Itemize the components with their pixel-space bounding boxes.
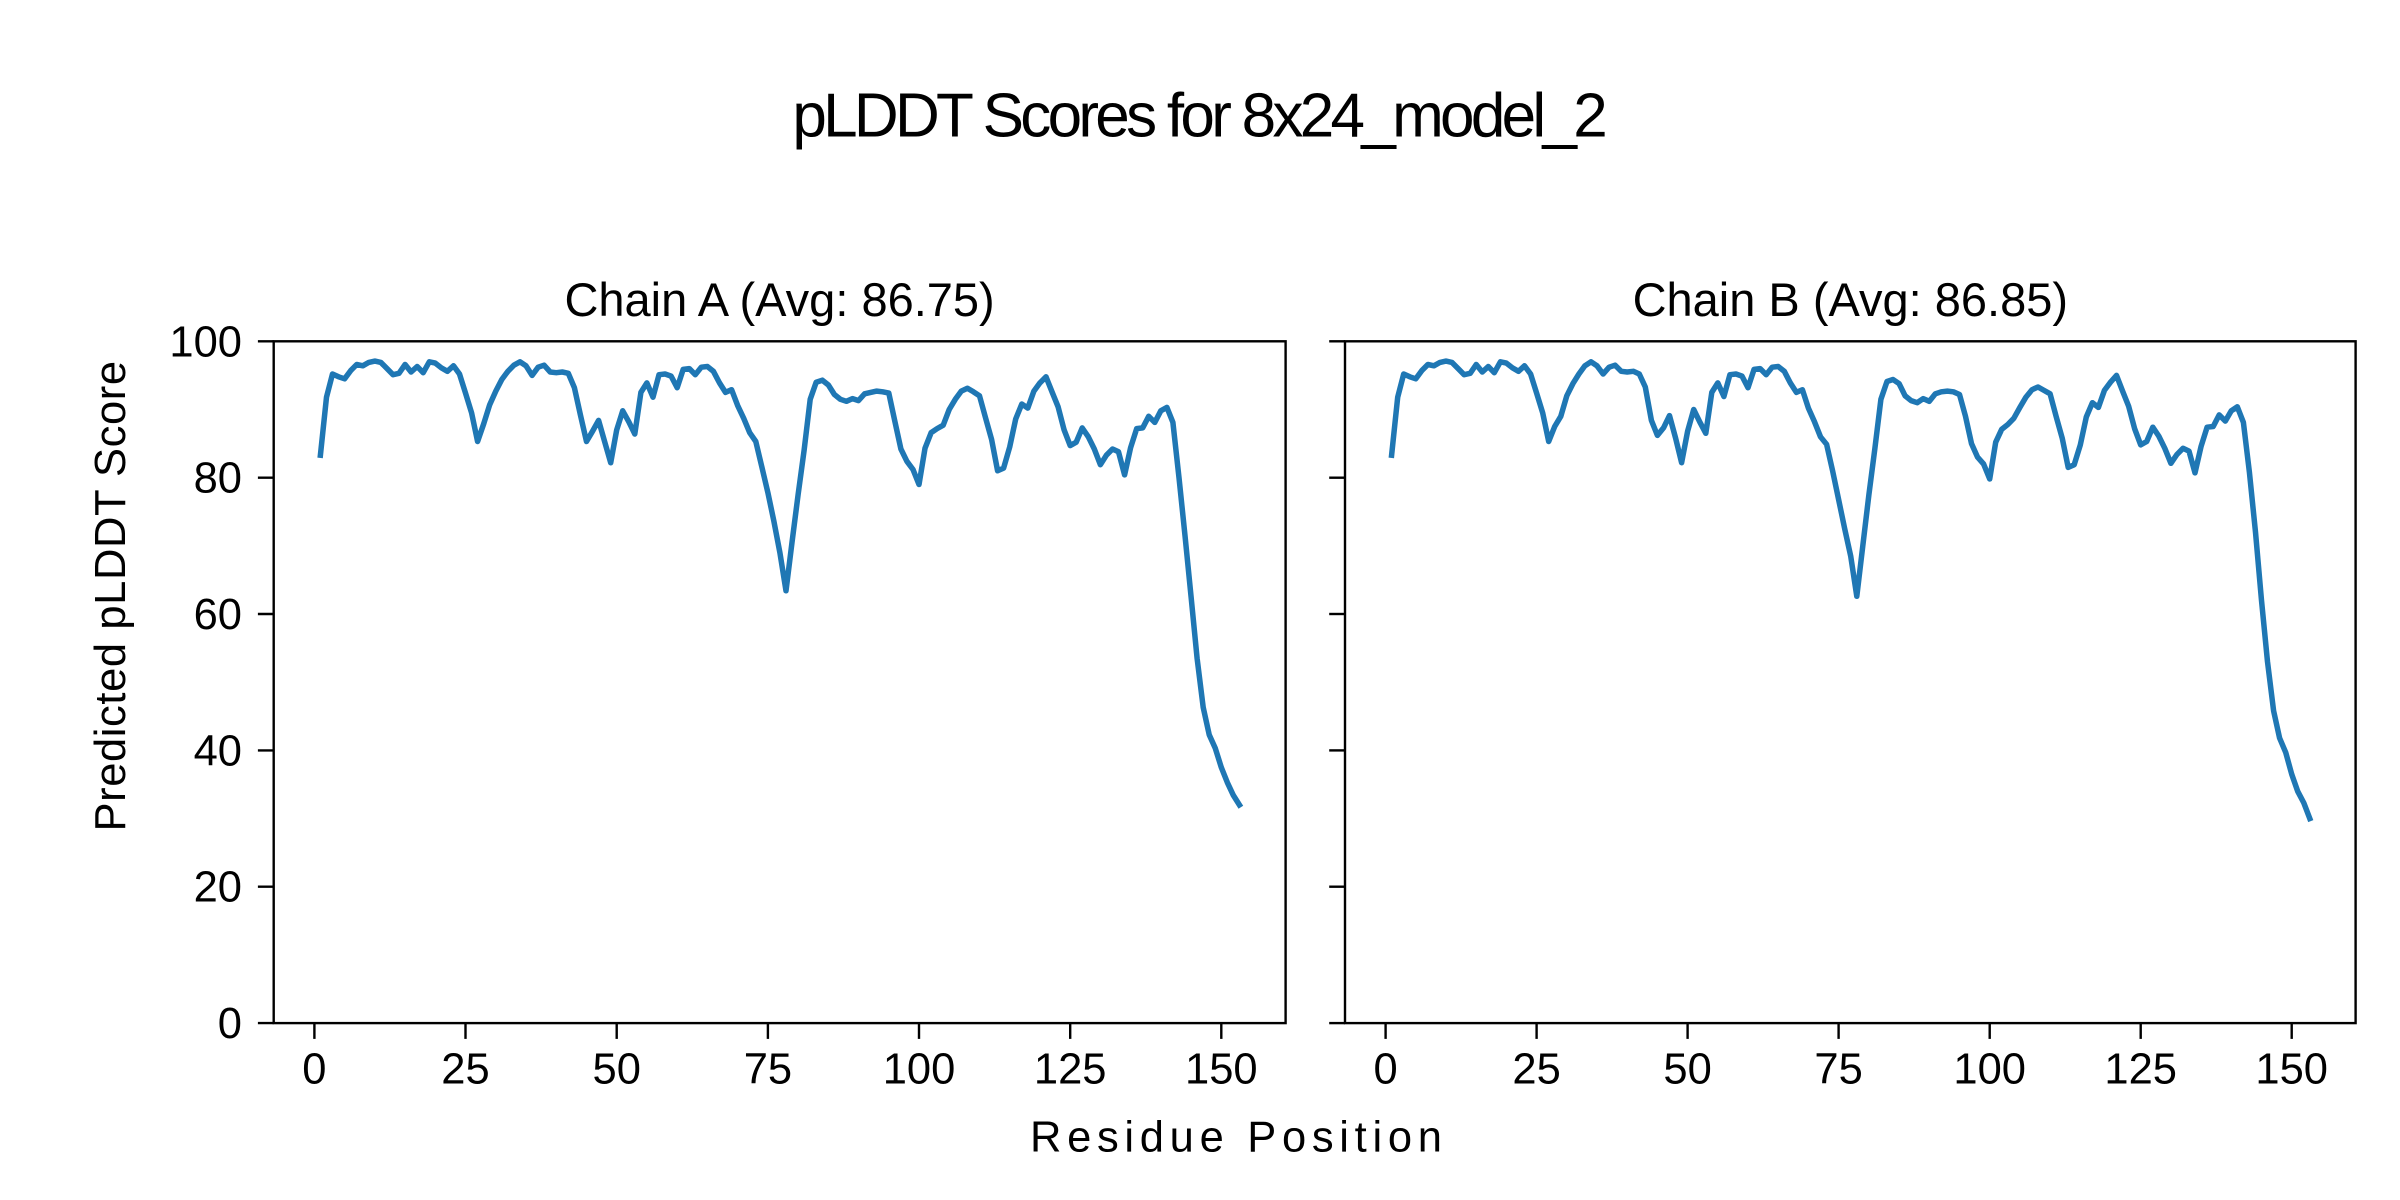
svg-text:100: 100 xyxy=(169,318,242,366)
svg-text:50: 50 xyxy=(1663,1046,1711,1094)
svg-text:125: 125 xyxy=(1034,1046,1107,1094)
svg-text:80: 80 xyxy=(194,455,242,503)
svg-text:150: 150 xyxy=(1185,1046,1258,1094)
svg-text:Chain B (Avg: 86.85): Chain B (Avg: 86.85) xyxy=(1633,273,2068,326)
svg-text:50: 50 xyxy=(593,1046,641,1094)
svg-text:60: 60 xyxy=(194,591,242,639)
svg-text:100: 100 xyxy=(883,1046,956,1094)
svg-text:Chain A (Avg: 86.75): Chain A (Avg: 86.75) xyxy=(564,273,994,326)
svg-text:pLDDT Scores for 8x24_model_2: pLDDT Scores for 8x24_model_2 xyxy=(792,82,1605,151)
svg-text:0: 0 xyxy=(302,1046,326,1094)
svg-text:25: 25 xyxy=(1512,1046,1560,1094)
svg-text:125: 125 xyxy=(2104,1046,2177,1094)
svg-text:150: 150 xyxy=(2255,1046,2328,1094)
svg-text:0: 0 xyxy=(218,1000,242,1048)
svg-text:Predicted pLDDT Score: Predicted pLDDT Score xyxy=(87,360,135,831)
svg-text:75: 75 xyxy=(1814,1046,1862,1094)
svg-text:40: 40 xyxy=(194,727,242,775)
svg-text:20: 20 xyxy=(194,864,242,912)
svg-text:100: 100 xyxy=(1953,1046,2026,1094)
svg-text:Residue Position: Residue Position xyxy=(1030,1114,1448,1162)
svg-text:75: 75 xyxy=(744,1046,792,1094)
svg-text:25: 25 xyxy=(441,1046,489,1094)
svg-text:0: 0 xyxy=(1373,1046,1397,1094)
